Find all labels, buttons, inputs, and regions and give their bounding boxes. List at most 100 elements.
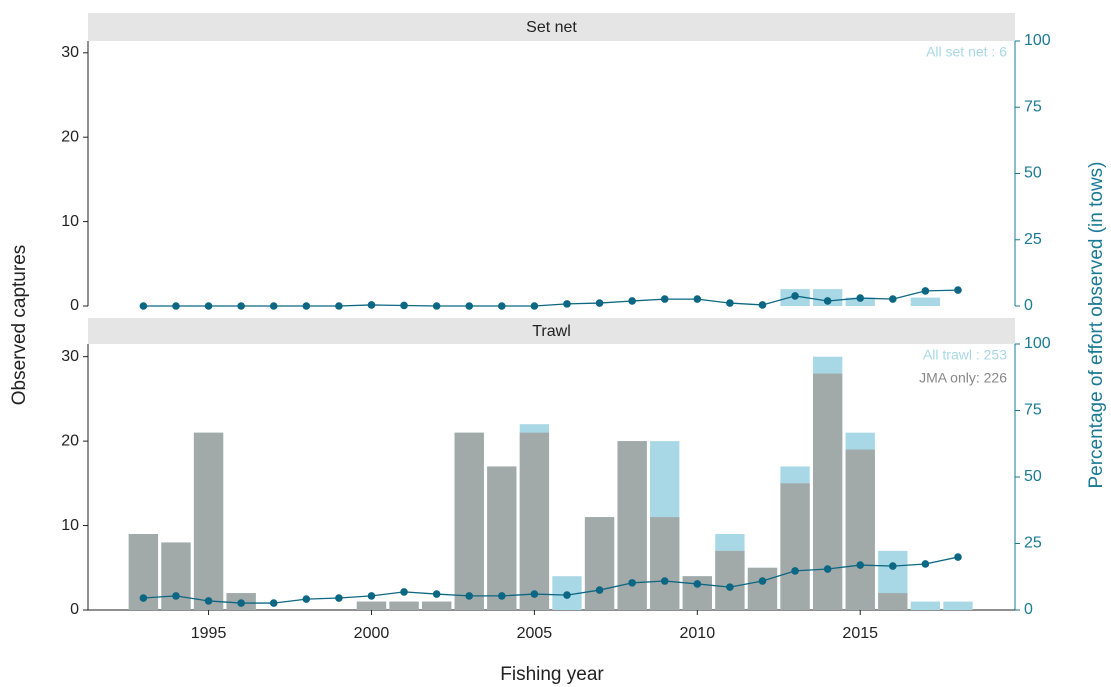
bar <box>454 432 484 610</box>
bar <box>356 601 387 610</box>
effort-point <box>335 594 343 602</box>
bar <box>584 517 615 610</box>
effort-point <box>660 577 669 585</box>
effort-point <box>889 295 897 303</box>
bar <box>715 550 745 610</box>
effort-point <box>628 579 636 587</box>
bar <box>421 601 452 610</box>
effort-point <box>889 562 897 570</box>
y-tick-label: 20 <box>61 128 79 145</box>
effort-point <box>595 586 604 594</box>
y-tick-label: 0 <box>70 297 79 314</box>
effort-point <box>530 302 539 310</box>
y2-tick-label: 75 <box>1024 98 1042 115</box>
bar <box>910 297 941 306</box>
effort-point <box>823 565 832 573</box>
effort-point <box>791 567 799 575</box>
y-tick-label: 0 <box>70 601 79 618</box>
y-tick-label: 20 <box>61 432 79 449</box>
y2-tick-label: 100 <box>1024 335 1051 352</box>
bar <box>389 601 419 610</box>
y-axis-label: Observed captures <box>9 245 30 406</box>
effort-point <box>139 302 148 310</box>
effort-point <box>302 595 311 603</box>
effort-point <box>367 301 376 309</box>
effort-point <box>172 592 180 600</box>
y-tick-label: 10 <box>61 517 79 534</box>
effort-point <box>302 302 311 310</box>
x-axis-label: Fishing year <box>500 664 604 685</box>
effort-point <box>498 592 506 600</box>
effort-point <box>335 302 343 310</box>
panel-title: Set net <box>526 19 577 36</box>
bar <box>780 483 810 610</box>
annotation: All trawl : 253 <box>923 347 1007 363</box>
strip <box>88 318 1015 344</box>
x-tick-label: 2000 <box>354 625 390 642</box>
effort-point <box>628 297 636 305</box>
effort-point <box>400 588 408 596</box>
effort-point <box>954 553 962 561</box>
y2-axis-label: Percentage of effort observed (in tows) <box>1086 161 1107 488</box>
effort-point <box>823 297 832 305</box>
y-tick-label: 30 <box>61 44 79 61</box>
effort-point <box>237 302 245 310</box>
effort-point <box>400 301 408 310</box>
bar <box>878 593 908 610</box>
x-tick-label: 2015 <box>842 625 878 642</box>
effort-line <box>143 556 959 604</box>
effort-point <box>726 583 734 591</box>
effort-point <box>530 590 539 598</box>
y2-tick-label: 50 <box>1024 468 1042 485</box>
effort-point <box>726 299 734 307</box>
x-tick-label: 1995 <box>191 625 227 642</box>
bar <box>650 517 680 610</box>
y2-tick-label: 100 <box>1024 32 1051 49</box>
effort-point <box>954 286 962 294</box>
effort-point <box>921 560 930 568</box>
effort-point <box>465 592 474 600</box>
effort-point <box>563 591 571 599</box>
effort-point <box>269 302 278 310</box>
y2-tick-label: 75 <box>1024 402 1042 419</box>
effort-point <box>172 302 180 310</box>
effort-point <box>856 294 865 302</box>
effort-point <box>465 302 474 310</box>
effort-point <box>563 300 571 308</box>
bar <box>910 601 941 610</box>
panel-title: Trawl <box>532 323 571 340</box>
annotation: JMA only: 226 <box>919 370 1007 386</box>
effort-point <box>693 295 702 303</box>
y-tick-label: 30 <box>61 348 79 365</box>
effort-point <box>693 580 702 588</box>
effort-point <box>758 577 767 585</box>
effort-point <box>660 295 669 303</box>
bar <box>812 373 843 610</box>
annotation: All set net : 6 <box>926 44 1007 60</box>
y2-tick-label: 25 <box>1024 535 1042 552</box>
effort-line <box>143 289 958 307</box>
effort-point <box>204 302 213 310</box>
x-tick-label: 2005 <box>517 625 553 642</box>
effort-point <box>237 599 245 607</box>
strip <box>88 13 1015 41</box>
y-tick-label: 10 <box>61 213 79 230</box>
effort-point <box>856 561 865 569</box>
effort-point <box>139 594 148 602</box>
effort-point <box>367 592 376 600</box>
bar <box>845 449 875 610</box>
y2-tick-label: 25 <box>1024 231 1042 248</box>
effort-point <box>595 299 604 307</box>
y2-tick-label: 50 <box>1024 165 1042 182</box>
bar <box>193 432 224 610</box>
effort-point <box>791 292 799 300</box>
bar <box>943 601 973 610</box>
effort-point <box>498 302 506 310</box>
effort-point <box>758 301 767 309</box>
effort-point <box>204 597 213 605</box>
y2-tick-label: 0 <box>1024 297 1033 314</box>
x-tick-label: 2010 <box>680 625 716 642</box>
effort-point <box>432 590 441 598</box>
effort-point <box>269 599 278 607</box>
